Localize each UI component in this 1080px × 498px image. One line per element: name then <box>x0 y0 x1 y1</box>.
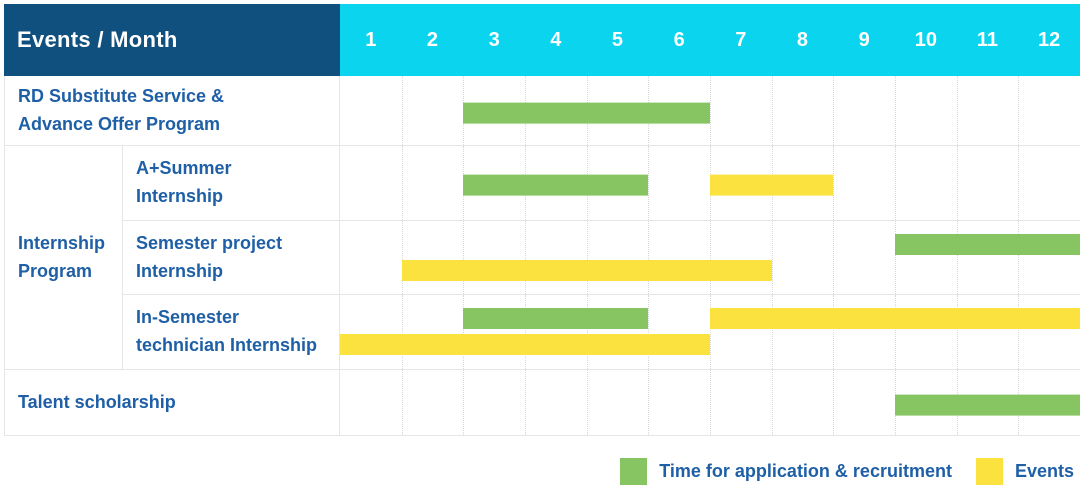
month-gridline <box>895 295 896 369</box>
month-gridline <box>833 146 835 220</box>
month-label: 8 <box>796 28 809 51</box>
row-label-text: A+Summer Internship <box>136 158 232 206</box>
month-label: 10 <box>914 28 937 51</box>
month-gridline <box>710 76 711 145</box>
row-group-label-internship-program: Internship Program <box>4 146 123 370</box>
month-gridline <box>525 370 526 435</box>
month-label: 1 <box>365 28 377 51</box>
month-gridline <box>648 370 650 435</box>
month-label: 7 <box>735 28 747 51</box>
group-label-text: Internship Program <box>18 232 106 281</box>
month-gridline <box>1018 76 1020 145</box>
month-label: 5 <box>611 28 624 51</box>
month-gridline <box>771 370 773 435</box>
gantt-bar-yellow <box>340 334 710 355</box>
header-events-month: Events / Month <box>4 4 340 76</box>
row-label-text: RD Substitute Service & Advance Offer Pr… <box>18 85 225 134</box>
month-label: 3 <box>488 28 500 51</box>
month-gridline <box>956 295 958 369</box>
month-gridline <box>710 295 711 369</box>
green-swatch-icon <box>620 458 648 485</box>
month-label: 9 <box>858 28 870 51</box>
month-gridline <box>895 76 896 145</box>
month-gridline <box>1018 221 1020 294</box>
row-label-in-semester-technician-internship: In-Semester technician Internship <box>123 295 340 370</box>
month-gridline <box>586 370 588 435</box>
gantt-row-a-plus-summer-internship <box>340 146 1080 221</box>
month-gridline <box>833 221 835 294</box>
month-gridline <box>648 221 650 294</box>
row-label-text: In-Semester technician Internship <box>136 307 318 355</box>
legend-label: Events <box>1014 461 1074 481</box>
month-label: 4 <box>550 28 562 51</box>
month-gridline <box>895 221 896 294</box>
month-gridline <box>648 146 650 220</box>
month-gridline <box>956 221 958 294</box>
gantt-bar-green <box>895 234 1080 255</box>
header-events-month-label: Events / Month <box>17 27 178 52</box>
month-gridline <box>525 295 526 369</box>
gantt-bar-yellow <box>710 174 834 196</box>
month-gridline <box>463 221 465 294</box>
month-gridline <box>586 221 588 294</box>
legend-item-application-recruitment: Time for application & recruitment <box>620 458 952 485</box>
month-gridline <box>586 295 588 369</box>
gantt-bar-yellow <box>401 260 772 281</box>
header-months-row: 1 2 3 4 5 6 7 8 9 10 11 12 <box>340 4 1080 76</box>
gantt-schedule-table: Events / Month 1 2 3 4 5 6 7 8 9 10 11 12 RD Substi… <box>4 4 1080 436</box>
month-gridline <box>771 295 773 369</box>
month-gridline <box>1018 295 1020 369</box>
gantt-bar-green <box>463 308 649 329</box>
month-gridline <box>771 221 773 294</box>
month-gridline <box>710 370 711 435</box>
month-gridline <box>956 76 958 145</box>
row-label-semester-project-internship: Semester project Internship <box>123 221 340 295</box>
month-gridline <box>1018 146 1020 220</box>
month-gridline <box>771 76 773 145</box>
row-label-text: Talent scholarship <box>18 391 176 412</box>
month-label: 6 <box>673 28 685 51</box>
row-label-rd-substitute-service: RD Substitute Service & Advance Offer Pr… <box>4 76 340 146</box>
gantt-bar-yellow <box>710 308 1080 329</box>
month-gridline <box>648 295 650 369</box>
month-gridline <box>401 76 403 145</box>
month-gridline <box>463 370 465 435</box>
month-gridline <box>833 295 835 369</box>
gantt-row-rd-substitute-service <box>340 76 1080 146</box>
month-label: 12 <box>1038 28 1061 51</box>
month-gridline <box>956 146 958 220</box>
month-label: 11 <box>976 28 999 51</box>
month-gridline <box>895 146 896 220</box>
month-gridline <box>401 221 403 294</box>
gantt-row-semester-project-internship <box>340 221 1080 295</box>
gantt-bar-green <box>463 174 649 196</box>
row-label-talent-scholarship: Talent scholarship <box>4 370 340 436</box>
month-gridline <box>401 146 403 220</box>
gantt-bar-green <box>895 394 1080 416</box>
legend-label: Time for application & recruitment <box>659 461 952 481</box>
month-gridline <box>401 295 403 369</box>
month-label: 2 <box>426 28 439 51</box>
legend: Time for application & recruitment Event… <box>620 458 1074 485</box>
gantt-bar-green <box>463 102 710 124</box>
month-gridline <box>525 221 526 294</box>
month-gridline <box>463 295 465 369</box>
month-gridline <box>710 221 711 294</box>
gantt-row-talent-scholarship <box>340 370 1080 436</box>
row-label-a-plus-summer-internship: A+Summer Internship <box>123 146 340 221</box>
legend-item-events: Events <box>975 458 1074 485</box>
gantt-row-in-semester-technician-internship <box>340 295 1080 370</box>
row-label-text: Semester project Internship <box>136 232 283 281</box>
month-gridline <box>401 370 403 435</box>
yellow-swatch-icon <box>975 458 1003 485</box>
month-gridline <box>833 76 835 145</box>
month-gridline <box>833 370 835 435</box>
